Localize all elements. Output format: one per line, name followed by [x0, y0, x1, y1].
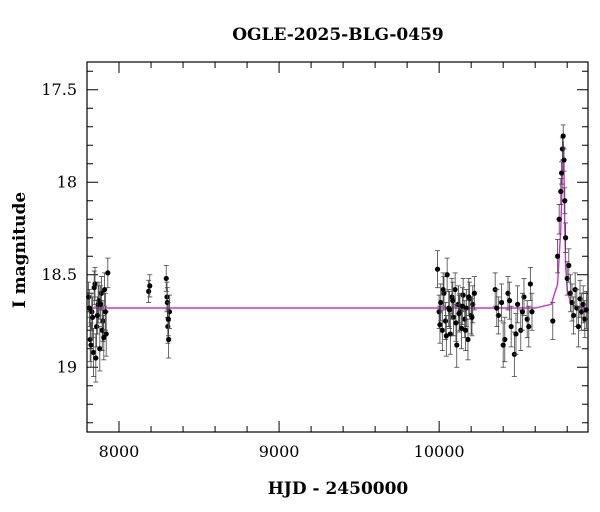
data-point [500, 342, 506, 348]
data-point [558, 170, 565, 176]
y-tick-label: 18 [57, 172, 77, 191]
x-tick-label: 10000 [414, 442, 465, 461]
tick-labels: 8000 9000 10000 17.5 18 18.5 19 [41, 80, 464, 461]
data-point [446, 307, 453, 313]
data-point [462, 327, 469, 333]
data-point [444, 272, 450, 278]
data-point [89, 309, 95, 315]
data-point [466, 294, 472, 300]
data-point [102, 309, 109, 315]
data-point [102, 286, 108, 293]
data-point [166, 336, 172, 343]
data-point [465, 336, 471, 343]
data-point [439, 327, 445, 333]
data-point [101, 335, 107, 341]
data-point [90, 314, 96, 320]
data-point [147, 283, 153, 289]
data-point [554, 253, 561, 259]
data-point [566, 262, 572, 269]
data-point [146, 288, 152, 294]
data-point [440, 286, 446, 293]
data-point [556, 216, 562, 222]
model-curve [87, 141, 588, 309]
data-point [550, 318, 556, 324]
plot-frame [86, 61, 589, 433]
data-point [498, 299, 505, 306]
data-point [506, 298, 513, 304]
data-point [460, 292, 466, 298]
data-point [97, 346, 103, 352]
data-point [526, 323, 532, 330]
data-point [87, 336, 93, 343]
data-point [469, 314, 475, 320]
y-tick-label: 19 [57, 357, 77, 376]
data-point [459, 303, 465, 309]
y-tick-label: 18.5 [41, 265, 77, 284]
data-point [98, 301, 104, 307]
y-axis-label: I magnitude [10, 192, 30, 309]
data-point [583, 307, 589, 313]
data-point [86, 305, 93, 311]
data-point [94, 323, 100, 330]
data-point [450, 314, 457, 320]
data-point [103, 331, 109, 337]
data-point [558, 188, 564, 195]
data-point [437, 322, 443, 328]
data-point [90, 349, 97, 356]
data-point [560, 133, 566, 139]
data-point [442, 318, 449, 324]
data-point [570, 312, 577, 319]
chart-title: OGLE-2025-BLG-0459 [232, 25, 444, 45]
data-point [100, 318, 106, 324]
y-tick-label: 17.5 [41, 80, 77, 99]
data-point [562, 198, 568, 204]
data-point [443, 333, 449, 339]
data-point [453, 320, 459, 326]
data-point [514, 301, 521, 307]
data-point [438, 299, 444, 306]
data-point [98, 290, 105, 296]
data-point [529, 309, 535, 315]
x-tick-label: 8000 [99, 442, 140, 461]
data-point [165, 316, 171, 322]
data-point [94, 312, 101, 319]
data-point [447, 331, 453, 337]
data-point [527, 281, 533, 287]
data-point [456, 311, 462, 317]
data-point [93, 355, 99, 361]
data-point [86, 294, 92, 300]
points-layer [86, 124, 589, 383]
data-point [450, 298, 456, 304]
model-layer [87, 141, 588, 309]
data-point [454, 342, 460, 348]
data-point [519, 309, 525, 315]
data-point [91, 285, 97, 291]
data-point [458, 325, 465, 331]
data-point [88, 342, 94, 348]
x-tick-label: 9000 [259, 442, 300, 461]
data-point [471, 290, 477, 296]
data-point [434, 266, 441, 272]
data-point [575, 323, 581, 330]
data-point [105, 270, 111, 276]
data-point [513, 331, 519, 337]
x-axis-label: HJD - 2450000 [268, 479, 409, 499]
data-point [508, 323, 514, 330]
data-point [561, 157, 567, 163]
data-point [163, 275, 169, 282]
data-point [562, 235, 569, 241]
data-point [452, 286, 458, 293]
data-point [494, 305, 500, 311]
data-point [463, 305, 469, 311]
